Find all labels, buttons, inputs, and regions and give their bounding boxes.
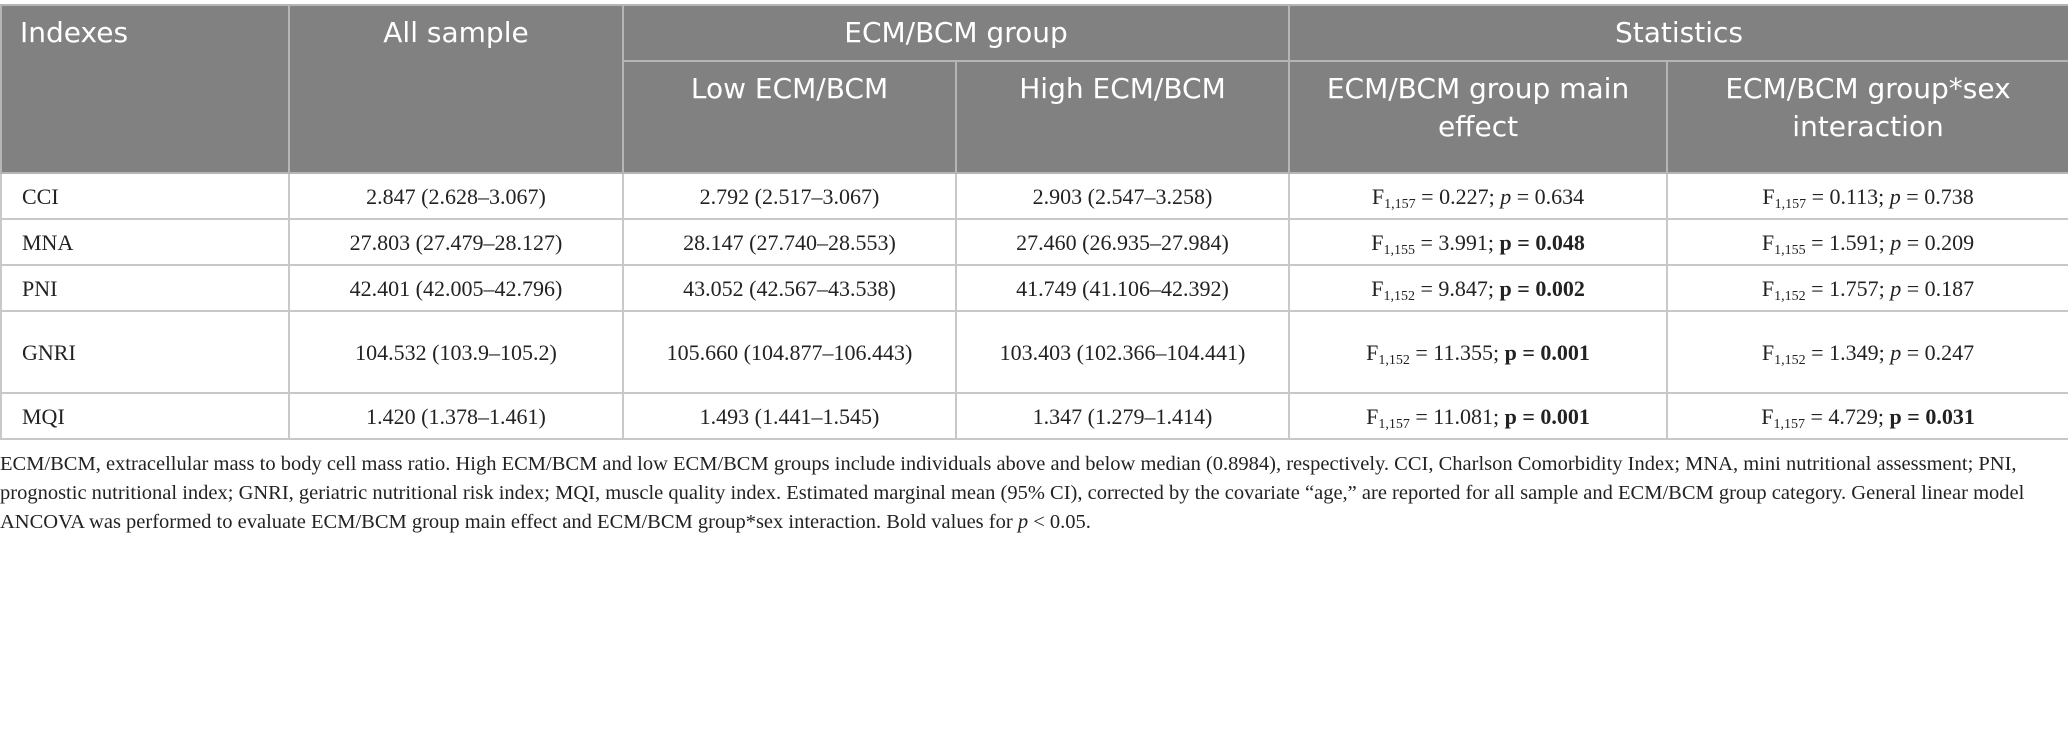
p-value: 0.048 xyxy=(1535,229,1585,255)
header-group: ECM/BCM group xyxy=(621,4,1291,62)
p-value: 0.209 xyxy=(1924,229,1975,255)
all-cell: 104.532 (103.9–105.2) xyxy=(288,310,624,394)
interaction-cell: F1,152 = 1.349; p = 0.247 xyxy=(1666,310,2068,394)
low-cell: 1.493 (1.441–1.545) xyxy=(622,392,957,440)
table-row: GNRI 104.532 (103.9–105.2) 105.660 (104.87… xyxy=(0,310,2068,394)
table-row: MNA 27.803 (27.479–28.127) 28.147 (27.740–… xyxy=(0,218,2068,266)
results-table: Indexes All sample ECM/BCM group Statist… xyxy=(0,4,2068,440)
low-cell: 28.147 (27.740–28.553) xyxy=(622,218,957,266)
interaction-cell: F1,152 = 1.757; p = 0.187 xyxy=(1666,264,2068,312)
p-value: 0.001 xyxy=(1540,403,1590,429)
p-value: 0.634 xyxy=(1534,183,1585,209)
p-value: 0.247 xyxy=(1924,339,1975,365)
interaction-cell: F1,155 = 1.591; p = 0.209 xyxy=(1666,218,2068,266)
header-statistics: Statistics xyxy=(1288,4,2068,62)
main-effect-cell: F1,152 = 11.355; p = 0.001 xyxy=(1288,310,1669,394)
main-effect-cell: F1,157 = 11.081; p = 0.001 xyxy=(1288,392,1669,440)
high-cell: 103.403 (102.366–104.441) xyxy=(954,310,1291,394)
header-interaction: ECM/BCM group*sex interaction xyxy=(1666,60,2068,174)
p-value: 0.031 xyxy=(1925,403,1975,429)
main-effect-cell: F1,157 = 0.227; p = 0.634 xyxy=(1288,172,1669,220)
table-footnote: ECM/BCM, extracellular mass to body cell… xyxy=(0,453,2025,533)
p-value: 0.187 xyxy=(1924,275,1975,301)
p-value: 0.001 xyxy=(1540,339,1590,365)
interaction-cell: F1,157 = 0.113; p = 0.738 xyxy=(1666,172,2068,220)
p-value: 0.738 xyxy=(1924,183,1974,209)
table-row: MQI 1.420 (1.378–1.461) 1.493 (1.441–1.545… xyxy=(0,392,2068,440)
index-cell: PNI xyxy=(0,264,290,312)
main-effect-cell: F1,155 = 3.991; p = 0.048 xyxy=(1288,218,1669,266)
high-cell: 27.460 (26.935–27.984) xyxy=(954,218,1291,266)
header-all-sample: All sample xyxy=(288,4,624,174)
low-cell: 2.792 (2.517–3.067) xyxy=(622,172,957,220)
index-cell: CCI xyxy=(0,172,290,220)
header-main-effect: ECM/BCM group main effect xyxy=(1288,60,1669,174)
header-indexes: Indexes xyxy=(0,4,290,174)
p-value: 0.002 xyxy=(1535,275,1585,301)
low-cell: 105.660 (104.877–106.443) xyxy=(622,310,957,394)
main-effect-cell: F1,152 = 9.847; p = 0.002 xyxy=(1288,264,1669,312)
low-cell: 43.052 (42.567–43.538) xyxy=(622,264,957,312)
all-cell: 2.847 (2.628–3.067) xyxy=(288,172,624,220)
high-cell: 1.347 (1.279–1.414) xyxy=(954,392,1291,440)
high-cell: 41.749 (41.106–42.392) xyxy=(954,264,1291,312)
interaction-cell: F1,157 = 4.729; p = 0.031 xyxy=(1666,392,2068,440)
index-cell: GNRI xyxy=(0,310,290,394)
high-cell: 2.903 (2.547–3.258) xyxy=(954,172,1291,220)
all-cell: 27.803 (27.479–28.127) xyxy=(288,218,624,266)
index-cell: MQI xyxy=(0,392,290,440)
all-cell: 42.401 (42.005–42.796) xyxy=(288,264,624,312)
header-high: High ECM/BCM xyxy=(954,60,1291,174)
index-cell: MNA xyxy=(0,218,290,266)
table-row: CCI 2.847 (2.628–3.067) 2.792 (2.517–3.067… xyxy=(0,172,2068,220)
table-row: PNI 42.401 (42.005–42.796) 43.052 (42.567–… xyxy=(0,264,2068,312)
header-low: Low ECM/BCM xyxy=(622,60,957,174)
all-cell: 1.420 (1.378–1.461) xyxy=(288,392,624,440)
